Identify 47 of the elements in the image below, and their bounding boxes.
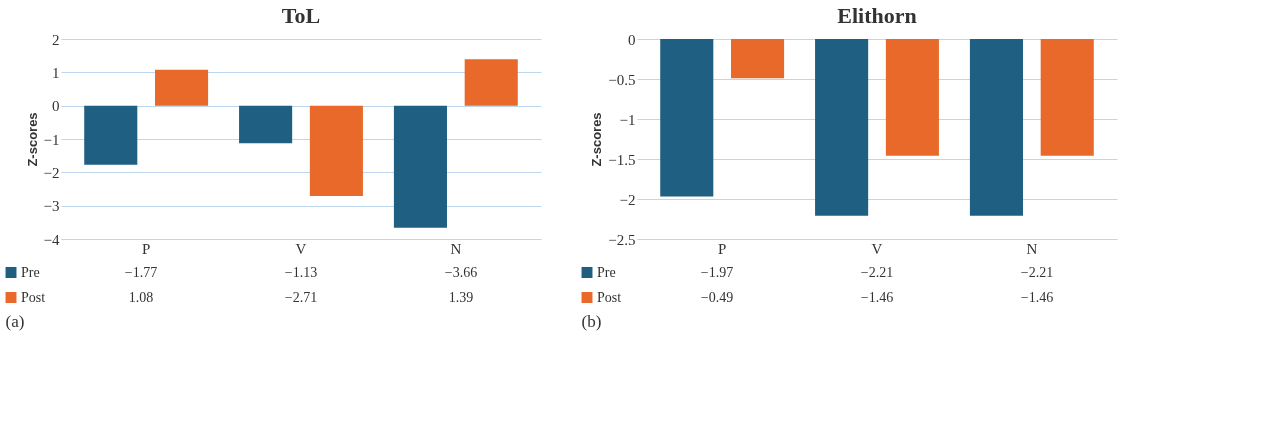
data-label: −3.66 bbox=[444, 264, 478, 280]
y-tick-label: −1 bbox=[43, 131, 60, 148]
data-label: 1.39 bbox=[448, 289, 474, 305]
bar bbox=[84, 105, 138, 165]
y-axis-title: Z-scores bbox=[589, 112, 605, 167]
data-label: −2.71 bbox=[284, 289, 318, 305]
data-label: −2.21 bbox=[1020, 264, 1054, 280]
x-tick-label: N bbox=[450, 240, 462, 257]
data-label: −1.46 bbox=[1020, 289, 1054, 305]
legend-label: Pre bbox=[21, 264, 40, 280]
y-tick-label: −2 bbox=[43, 164, 60, 181]
legend-label: Post bbox=[597, 289, 622, 305]
y-tick-label: −1 bbox=[619, 111, 636, 128]
data-label: −1.46 bbox=[860, 289, 894, 305]
y-tick-label: 0 bbox=[628, 31, 636, 48]
x-tick-label: P bbox=[717, 240, 727, 257]
legend-label: Post bbox=[21, 289, 46, 305]
y-tick-label: 0 bbox=[52, 98, 60, 115]
y-tick-label: −4 bbox=[43, 231, 60, 248]
x-tick-label: P bbox=[141, 240, 151, 257]
data-label: −1.97 bbox=[700, 264, 734, 280]
y-tick-label: −1.5 bbox=[608, 151, 636, 168]
y-tick-label: 2 bbox=[52, 31, 60, 48]
x-tick-label: V bbox=[871, 240, 883, 257]
y-axis-title: Z-scores bbox=[24, 112, 40, 167]
chart-title: ToL bbox=[281, 3, 321, 28]
bar bbox=[393, 105, 447, 228]
y-tick-label: −3 bbox=[43, 198, 60, 215]
legend-label: Pre bbox=[597, 264, 616, 280]
data-label: −1.13 bbox=[284, 264, 318, 280]
bar bbox=[239, 105, 293, 144]
data-label: −1.77 bbox=[124, 264, 158, 280]
bar bbox=[155, 69, 209, 106]
y-tick-label: 1 bbox=[52, 64, 60, 81]
x-tick-label: N bbox=[1026, 240, 1038, 257]
data-label: 1.08 bbox=[128, 289, 154, 305]
y-tick-label: −2.5 bbox=[608, 231, 636, 248]
data-label: −0.49 bbox=[700, 289, 734, 305]
bar bbox=[464, 59, 518, 106]
y-tick-label: −2 bbox=[619, 191, 636, 208]
text: (b) bbox=[581, 312, 602, 331]
x-tick-label: V bbox=[295, 240, 307, 257]
bar bbox=[309, 105, 363, 196]
text: (a) bbox=[5, 312, 25, 331]
chart-title: Elithorn bbox=[837, 3, 917, 28]
data-label: −2.21 bbox=[860, 264, 894, 280]
y-tick-label: −0.5 bbox=[608, 71, 636, 88]
